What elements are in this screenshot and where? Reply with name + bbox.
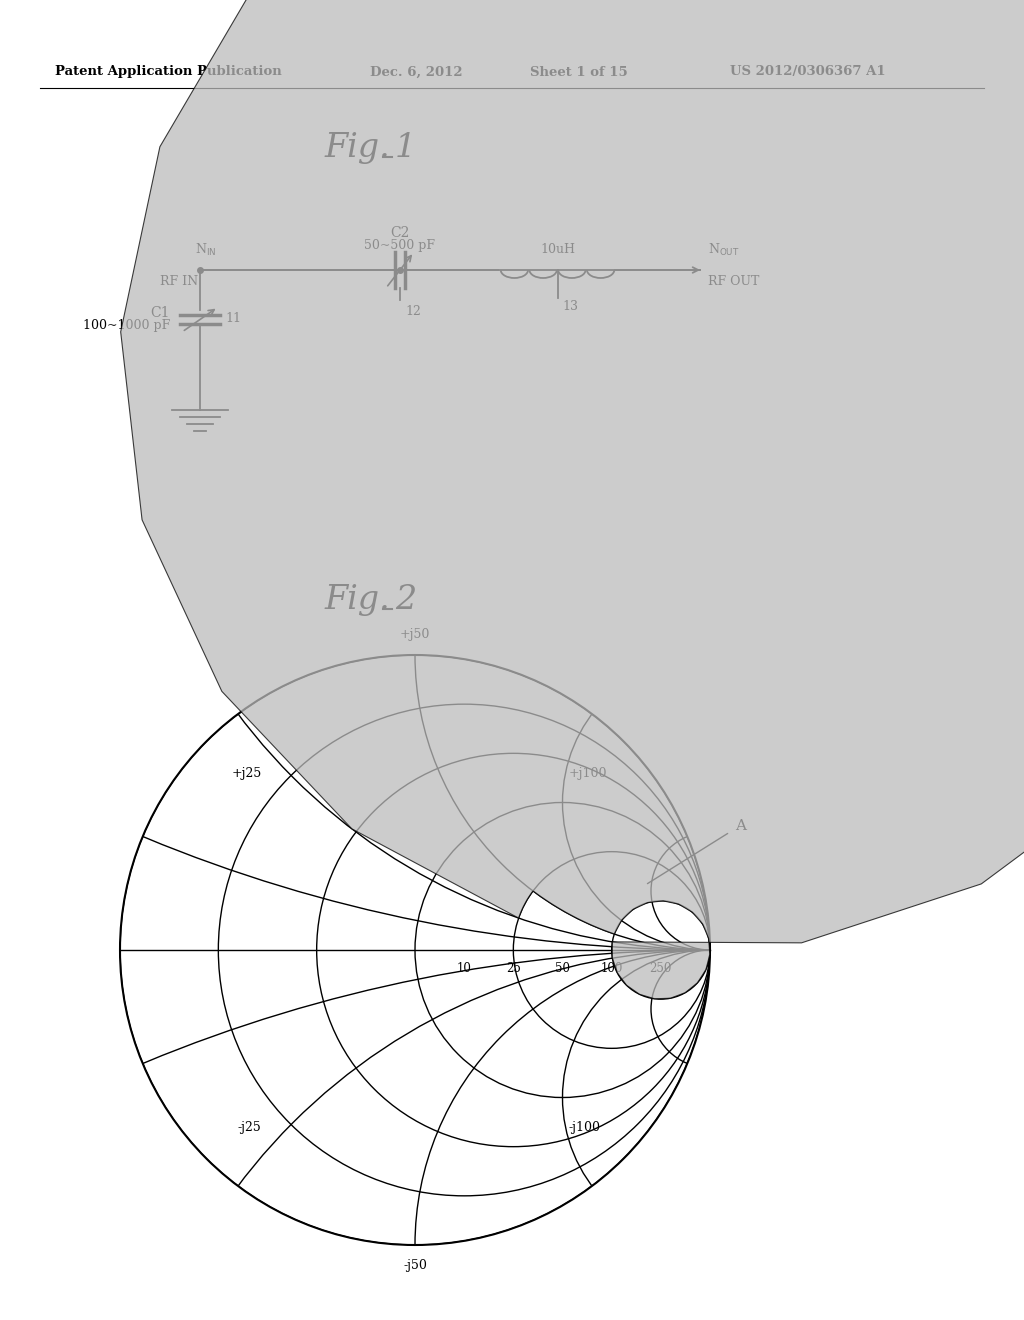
Text: 10: 10 [457, 962, 472, 975]
Text: 100: 100 [600, 962, 623, 975]
Text: 10uH: 10uH [540, 243, 575, 256]
Text: +j50: +j50 [399, 628, 430, 642]
Text: 100~1000 pF: 100~1000 pF [83, 318, 170, 331]
Text: +j100: +j100 [568, 767, 607, 780]
Text: N$_{\rm IN}$: N$_{\rm IN}$ [195, 242, 216, 257]
Text: -j25: -j25 [238, 1121, 261, 1134]
Text: 50: 50 [555, 962, 570, 975]
Text: C1: C1 [151, 306, 170, 319]
Text: RF OUT: RF OUT [708, 275, 760, 288]
Text: +j25: +j25 [231, 767, 261, 780]
Text: -j100: -j100 [568, 1121, 600, 1134]
Text: Sheet 1 of 15: Sheet 1 of 15 [530, 66, 628, 78]
Text: 250: 250 [649, 962, 672, 975]
Text: 12: 12 [406, 305, 421, 318]
Text: N$_{\rm OUT}$: N$_{\rm OUT}$ [708, 242, 739, 257]
Text: 50~500 pF: 50~500 pF [365, 239, 435, 252]
Text: Fig.: Fig. [325, 132, 390, 164]
Text: 11: 11 [225, 313, 241, 326]
Text: 2: 2 [395, 583, 416, 616]
Text: 25: 25 [506, 962, 521, 975]
Text: US 2012/0306367 A1: US 2012/0306367 A1 [730, 66, 886, 78]
Text: C2: C2 [390, 226, 410, 240]
Text: 13: 13 [562, 300, 579, 313]
Text: A: A [735, 820, 746, 833]
Text: -j50: -j50 [403, 1259, 427, 1272]
Text: Fig.: Fig. [325, 583, 390, 616]
Text: 1: 1 [395, 132, 416, 164]
Text: Dec. 6, 2012: Dec. 6, 2012 [370, 66, 463, 78]
Text: RF IN: RF IN [160, 275, 198, 288]
Text: Patent Application Publication: Patent Application Publication [55, 66, 282, 78]
Polygon shape [121, 0, 1024, 999]
